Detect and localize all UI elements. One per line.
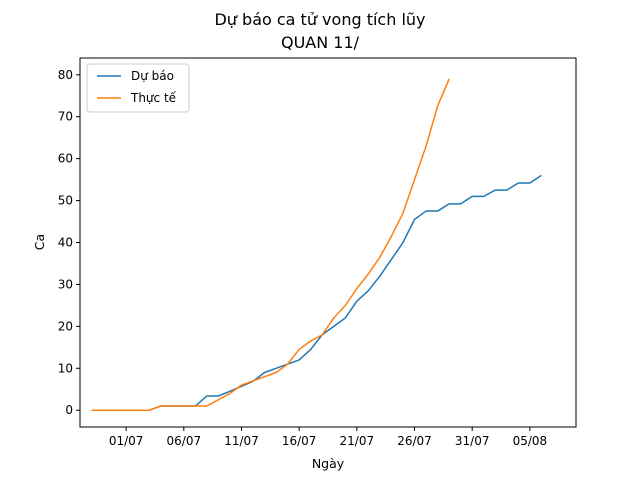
y-tick-label: 50: [58, 194, 73, 208]
x-tick-label: 01/07: [109, 434, 144, 448]
x-tick-label: 21/07: [340, 434, 375, 448]
x-tick-label: 06/07: [167, 434, 202, 448]
x-tick-label: 05/08: [513, 434, 548, 448]
y-axis-label: Ca: [32, 234, 47, 250]
x-tick-label: 16/07: [282, 434, 317, 448]
legend-label-forecast: Dự báo: [131, 69, 174, 83]
y-tick-label: 30: [58, 277, 73, 291]
x-tick-label: 26/07: [397, 434, 432, 448]
y-tick-label: 80: [58, 68, 73, 82]
legend-label-actual: Thực tế: [130, 91, 177, 105]
legend: Dự báo Thực tế: [86, 63, 190, 113]
y-tick-label: 60: [58, 152, 73, 166]
y-tick-label: 10: [58, 361, 73, 375]
x-axis-label: Ngày: [312, 456, 345, 471]
series-line-forecast: [91, 174, 542, 411]
chart-title-line1: Dự báo ca tử vong tích lũy: [214, 10, 425, 29]
x-tick-label: 31/07: [455, 434, 490, 448]
y-tick-label: 20: [58, 319, 73, 333]
chart-title-line2: QUAN 11/: [281, 33, 360, 52]
plot-frame: [79, 57, 577, 428]
x-tick-label: 11/07: [224, 434, 259, 448]
y-tick-label: 40: [58, 236, 73, 250]
series-line-actual: [91, 78, 450, 411]
y-tick-label: 70: [58, 110, 73, 124]
series-layer: [91, 78, 542, 411]
y-tick-label: 0: [65, 403, 73, 417]
ticks-layer: 01/07 06/07 11/07 16/07 21/07 26/07 31/07 05/08…: [58, 68, 547, 448]
